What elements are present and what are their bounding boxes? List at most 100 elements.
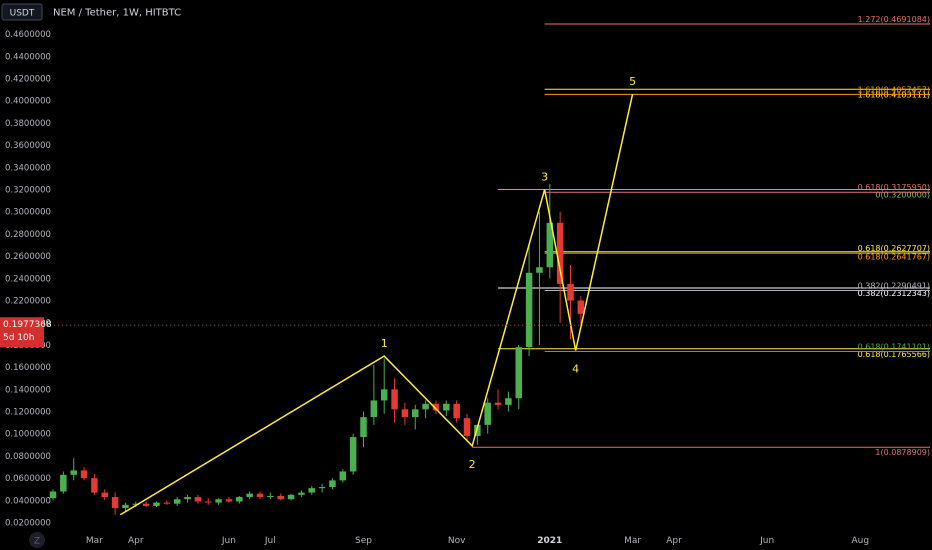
candle-body bbox=[391, 389, 398, 410]
fib-level-label: 0.618(0.2627707) bbox=[858, 244, 930, 253]
candle-body bbox=[246, 493, 253, 498]
candle-body bbox=[453, 403, 460, 419]
candle-body bbox=[153, 502, 160, 506]
y-tick-label: 0.0200000 bbox=[5, 519, 51, 529]
candle-body bbox=[432, 403, 440, 411]
y-tick-label: 0.3600000 bbox=[5, 141, 51, 151]
y-tick-label: 0.4400000 bbox=[5, 52, 51, 62]
candle-body bbox=[287, 494, 295, 500]
y-tick-label: 0.1400000 bbox=[5, 385, 51, 395]
candlestick-series bbox=[49, 183, 585, 515]
symbol-title: NEM / Tether, 1W, HITBTC bbox=[53, 8, 181, 19]
x-tick-label: Jul bbox=[264, 536, 276, 546]
elliott-wave-drawing[interactable]: 1 2 3 4 5 bbox=[119, 75, 636, 516]
candle-body bbox=[122, 504, 129, 509]
candle-body bbox=[236, 497, 243, 502]
candle-body bbox=[484, 402, 491, 425]
candle-body bbox=[536, 267, 543, 273]
candle-body bbox=[349, 437, 357, 472]
candle-body bbox=[101, 492, 108, 498]
currency-badge[interactable] bbox=[1, 3, 43, 21]
x-tick-label: 2021 bbox=[537, 536, 562, 546]
bar-countdown: 5d 10h bbox=[3, 333, 34, 343]
candle-body bbox=[494, 402, 502, 405]
x-tick-label: Apr bbox=[666, 536, 682, 546]
x-tick-label: Nov bbox=[448, 536, 466, 546]
candle-body bbox=[194, 497, 202, 502]
x-tick-label: Mar bbox=[86, 536, 103, 546]
fib-level-label: 0(0.3200000) bbox=[875, 191, 930, 200]
candle-body bbox=[567, 283, 574, 301]
y-tick-label: 0.1600000 bbox=[5, 363, 51, 373]
current-price-value: 0.1977368 bbox=[3, 320, 52, 330]
fib-level-label: 0.618(0.3175950) bbox=[858, 183, 930, 192]
candle-body bbox=[308, 488, 315, 493]
wave-label-2: 2 bbox=[469, 458, 476, 471]
wave-label-5: 5 bbox=[629, 75, 636, 88]
y-tick-label: 0.4000000 bbox=[5, 97, 51, 107]
x-axis[interactable]: Mar Apr Jun Jul Sep Nov 2021 Mar Apr Jun Aug bbox=[86, 536, 869, 546]
fib-level-label: 0.382(0.2290491) bbox=[858, 281, 930, 290]
fib-level-label: 0.618(0.1765566) bbox=[858, 350, 930, 359]
candle-body bbox=[318, 487, 326, 489]
x-tick-label: Apr bbox=[128, 536, 144, 546]
x-tick-label: Jun bbox=[759, 536, 774, 546]
candle-body bbox=[329, 480, 336, 488]
currency-badge-label: USDT bbox=[10, 9, 35, 19]
candle-body bbox=[577, 300, 585, 314]
candle-body bbox=[60, 474, 67, 492]
y-tick-label: 0.2600000 bbox=[5, 252, 51, 262]
candle-body bbox=[505, 398, 512, 405]
fibonacci-extension-levels[interactable]: 1.272(0.4691084)1.618(0.4103111)1.618(0.… bbox=[472, 15, 930, 457]
y-tick-label: 0.0600000 bbox=[5, 474, 51, 484]
current-price-tag bbox=[0, 317, 44, 348]
y-axis[interactable]: 0.4600000 0.4400000 0.4200000 0.4000000 0.38… bbox=[5, 30, 51, 528]
candle-body bbox=[525, 272, 533, 348]
x-tick-label: Jun bbox=[221, 536, 236, 546]
candle-body bbox=[173, 499, 181, 504]
y-tick-label: 0.3000000 bbox=[5, 208, 51, 218]
candle-body bbox=[142, 503, 150, 506]
candle-body bbox=[360, 417, 367, 438]
y-tick-label: 0.4600000 bbox=[5, 30, 51, 40]
x-tick-label: Sep bbox=[355, 536, 372, 546]
candle-body bbox=[443, 403, 450, 411]
candle-body bbox=[546, 222, 554, 268]
y-tick-label: 0.3200000 bbox=[5, 186, 51, 196]
candle-body bbox=[91, 478, 98, 493]
wave-label-3: 3 bbox=[541, 171, 548, 184]
candle-body bbox=[515, 347, 522, 399]
y-tick-label: 0.3400000 bbox=[5, 163, 51, 173]
y-tick-label: 0.2800000 bbox=[5, 230, 51, 240]
fib-level-label: 1.272(0.4691084) bbox=[858, 15, 930, 24]
x-tick-label: Mar bbox=[624, 536, 641, 546]
x-tick-label: Aug bbox=[852, 536, 870, 546]
candle-body bbox=[401, 409, 409, 418]
tradingview-logo-icon[interactable] bbox=[29, 532, 45, 548]
candle-body bbox=[49, 491, 57, 499]
candle-body bbox=[422, 403, 429, 410]
candle-body bbox=[205, 501, 212, 503]
fib-level-label: 0.382(0.2312343) bbox=[858, 289, 930, 298]
candle-body bbox=[225, 499, 233, 502]
candle-body bbox=[277, 495, 284, 500]
candle-body bbox=[474, 424, 481, 436]
candle-body bbox=[132, 503, 140, 505]
y-tick-label: 0.1000000 bbox=[5, 430, 51, 440]
wave-label-1: 1 bbox=[381, 337, 388, 350]
candle-body bbox=[80, 470, 88, 479]
candle-body bbox=[339, 471, 347, 481]
candle-body bbox=[463, 418, 471, 436]
candle-body bbox=[412, 409, 419, 418]
logo-glyph: Z bbox=[34, 537, 40, 547]
y-tick-label: 0.0800000 bbox=[5, 452, 51, 462]
fib-level-label: 1.618(0.4057457) bbox=[858, 85, 930, 94]
y-tick-label: 0.2200000 bbox=[5, 297, 51, 307]
fib-level-label: 0.618(0.2641767) bbox=[858, 252, 930, 261]
fib-level-label: 1(0.0878909) bbox=[875, 448, 930, 457]
wave-path[interactable] bbox=[119, 93, 634, 516]
candle-body bbox=[370, 400, 378, 418]
y-tick-label: 0.4200000 bbox=[5, 75, 51, 85]
y-tick-label: 0.3800000 bbox=[5, 119, 51, 129]
